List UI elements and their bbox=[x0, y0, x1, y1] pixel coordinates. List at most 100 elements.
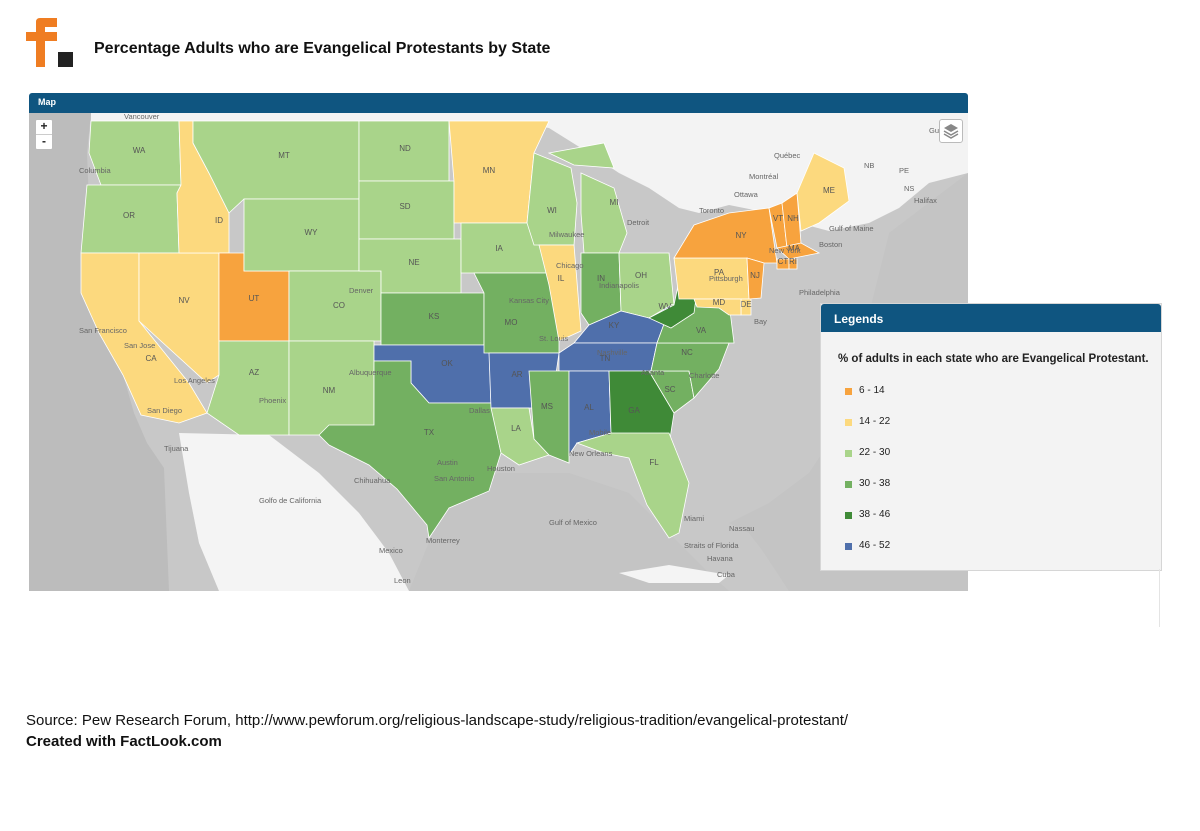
legend-label: 38 - 46 bbox=[859, 509, 891, 520]
zoom-control: + - bbox=[35, 119, 53, 150]
basemap-label: Québec bbox=[774, 151, 801, 160]
choropleth-map[interactable]: WA OR CA NV ID UT AZ MT WY CO NM ND SD NE KS OK TX MN IA MO… bbox=[29, 113, 968, 591]
state-label: OR bbox=[123, 211, 135, 220]
state-label: NE bbox=[408, 258, 419, 267]
state-fl[interactable] bbox=[575, 432, 690, 539]
state-label: SD bbox=[399, 202, 410, 211]
state-label: MT bbox=[278, 151, 290, 160]
basemap-label: Albuquerque bbox=[349, 368, 392, 377]
state-label: MO bbox=[505, 318, 518, 327]
map-panel: Map WA OR CA NV ID UT AZ MT WY CO NM ND SD NE KS OK TX MN… bbox=[29, 93, 968, 591]
source-text: Source: Pew Research Forum, http://www.p… bbox=[26, 712, 849, 729]
basemap-label: Philadelphia bbox=[799, 288, 841, 297]
basemap-label: Phoenix bbox=[259, 396, 286, 405]
state-nj[interactable] bbox=[746, 257, 765, 300]
zoom-in-button[interactable]: + bbox=[40, 119, 48, 133]
state-label: VT bbox=[773, 214, 783, 223]
basemap-label: PE bbox=[899, 166, 909, 175]
legend-box: Legends % of adults in each state who ar… bbox=[820, 303, 1162, 571]
basemap-label: New Orleans bbox=[569, 449, 613, 458]
basemap-label: St. Louis bbox=[539, 334, 568, 343]
state-label: WI bbox=[547, 206, 557, 215]
legend-label: 14 - 22 bbox=[859, 416, 891, 427]
state-label: NC bbox=[681, 348, 693, 357]
basemap-label: Charlotte bbox=[689, 371, 719, 380]
legend-label: 22 - 30 bbox=[859, 447, 891, 458]
basemap-label: Mexico bbox=[379, 546, 403, 555]
state-il[interactable] bbox=[538, 244, 582, 342]
legend-swatch bbox=[845, 450, 852, 457]
state-az[interactable] bbox=[206, 340, 290, 436]
state-label: CO bbox=[333, 301, 345, 310]
state-label: WV bbox=[659, 302, 673, 311]
basemap-label: Havana bbox=[707, 554, 734, 563]
basemap-label: Miami bbox=[684, 514, 704, 523]
map-header-label: Map bbox=[38, 97, 56, 107]
basemap-label: Tijuana bbox=[164, 444, 189, 453]
legend-swatch bbox=[845, 388, 852, 395]
basemap-label: San Francisco bbox=[79, 326, 127, 335]
state-label: WA bbox=[133, 146, 146, 155]
state-label: OK bbox=[441, 359, 453, 368]
basemap-label: San Diego bbox=[147, 406, 182, 415]
legend-swatch bbox=[845, 419, 852, 426]
basemap-label: Pittsburgh bbox=[709, 274, 743, 283]
layers-button[interactable] bbox=[939, 119, 963, 143]
basemap-label: Detroit bbox=[627, 218, 650, 227]
state-wy[interactable] bbox=[243, 198, 360, 272]
state-label: AL bbox=[584, 403, 594, 412]
map-canvas[interactable]: WA OR CA NV ID UT AZ MT WY CO NM ND SD NE KS OK TX MN IA MO… bbox=[29, 113, 968, 591]
state-label: CA bbox=[145, 354, 157, 363]
credit-text: Created with FactLook.com bbox=[26, 733, 222, 750]
basemap-label: Golfo de California bbox=[259, 496, 322, 505]
state-label: ID bbox=[215, 216, 223, 225]
basemap-label: Ottawa bbox=[734, 190, 759, 199]
state-me[interactable] bbox=[796, 152, 850, 232]
factlook-logo bbox=[26, 18, 76, 70]
states-layer: WA OR CA NV ID UT AZ MT WY CO NM ND SD NE KS OK TX MN IA MO… bbox=[80, 120, 850, 540]
legend-divider bbox=[1159, 569, 1160, 627]
basemap-label: San Jose bbox=[124, 341, 155, 350]
page-title: Percentage Adults who are Evangelical Pr… bbox=[94, 40, 551, 57]
basemap-label: Chihuahua bbox=[354, 476, 391, 485]
basemap-label: San Antonio bbox=[434, 474, 474, 483]
state-label: NY bbox=[735, 231, 747, 240]
state-label: MN bbox=[483, 166, 496, 175]
basemap-label: Montréal bbox=[749, 172, 779, 181]
state-ri[interactable] bbox=[788, 258, 798, 270]
state-label: GA bbox=[628, 406, 640, 415]
basemap-label: Austin bbox=[437, 458, 458, 467]
state-label: LA bbox=[511, 424, 521, 433]
basemap-label: Atlanta bbox=[641, 368, 665, 377]
basemap-label: Kansas City bbox=[509, 296, 549, 305]
state-md[interactable] bbox=[693, 298, 742, 316]
state-label: IL bbox=[558, 274, 565, 283]
state-label: MI bbox=[610, 198, 619, 207]
legend-header-label: Legends bbox=[834, 312, 884, 326]
basemap-label: Milwaukee bbox=[549, 230, 584, 239]
basemap-label: Nassau bbox=[729, 524, 754, 533]
state-label: ND bbox=[399, 144, 411, 153]
legend-swatch bbox=[845, 543, 852, 550]
state-label: MD bbox=[713, 298, 726, 307]
basemap-label: New York bbox=[769, 246, 801, 255]
basemap-label: Toronto bbox=[699, 206, 724, 215]
state-ma[interactable] bbox=[776, 242, 821, 260]
basemap-label: Vancouver bbox=[124, 113, 160, 121]
state-label: NH bbox=[787, 214, 799, 223]
state-label: AR bbox=[511, 370, 522, 379]
state-label: NJ bbox=[750, 271, 760, 280]
legend-label: 46 - 52 bbox=[859, 540, 891, 551]
state-label: ME bbox=[823, 186, 835, 195]
legend-swatch bbox=[845, 512, 852, 519]
basemap-label: Gulf of Maine bbox=[829, 224, 874, 233]
state-label: IA bbox=[495, 244, 503, 253]
state-label: NM bbox=[323, 386, 336, 395]
basemap-label: NB bbox=[864, 161, 874, 170]
state-label: WY bbox=[305, 228, 319, 237]
basemap-label: Nashville bbox=[597, 348, 627, 357]
state-ms[interactable] bbox=[528, 370, 570, 464]
legend-label: 6 - 14 bbox=[859, 385, 885, 396]
basemap-label: Leon bbox=[394, 576, 411, 585]
zoom-out-button[interactable]: - bbox=[36, 134, 52, 149]
